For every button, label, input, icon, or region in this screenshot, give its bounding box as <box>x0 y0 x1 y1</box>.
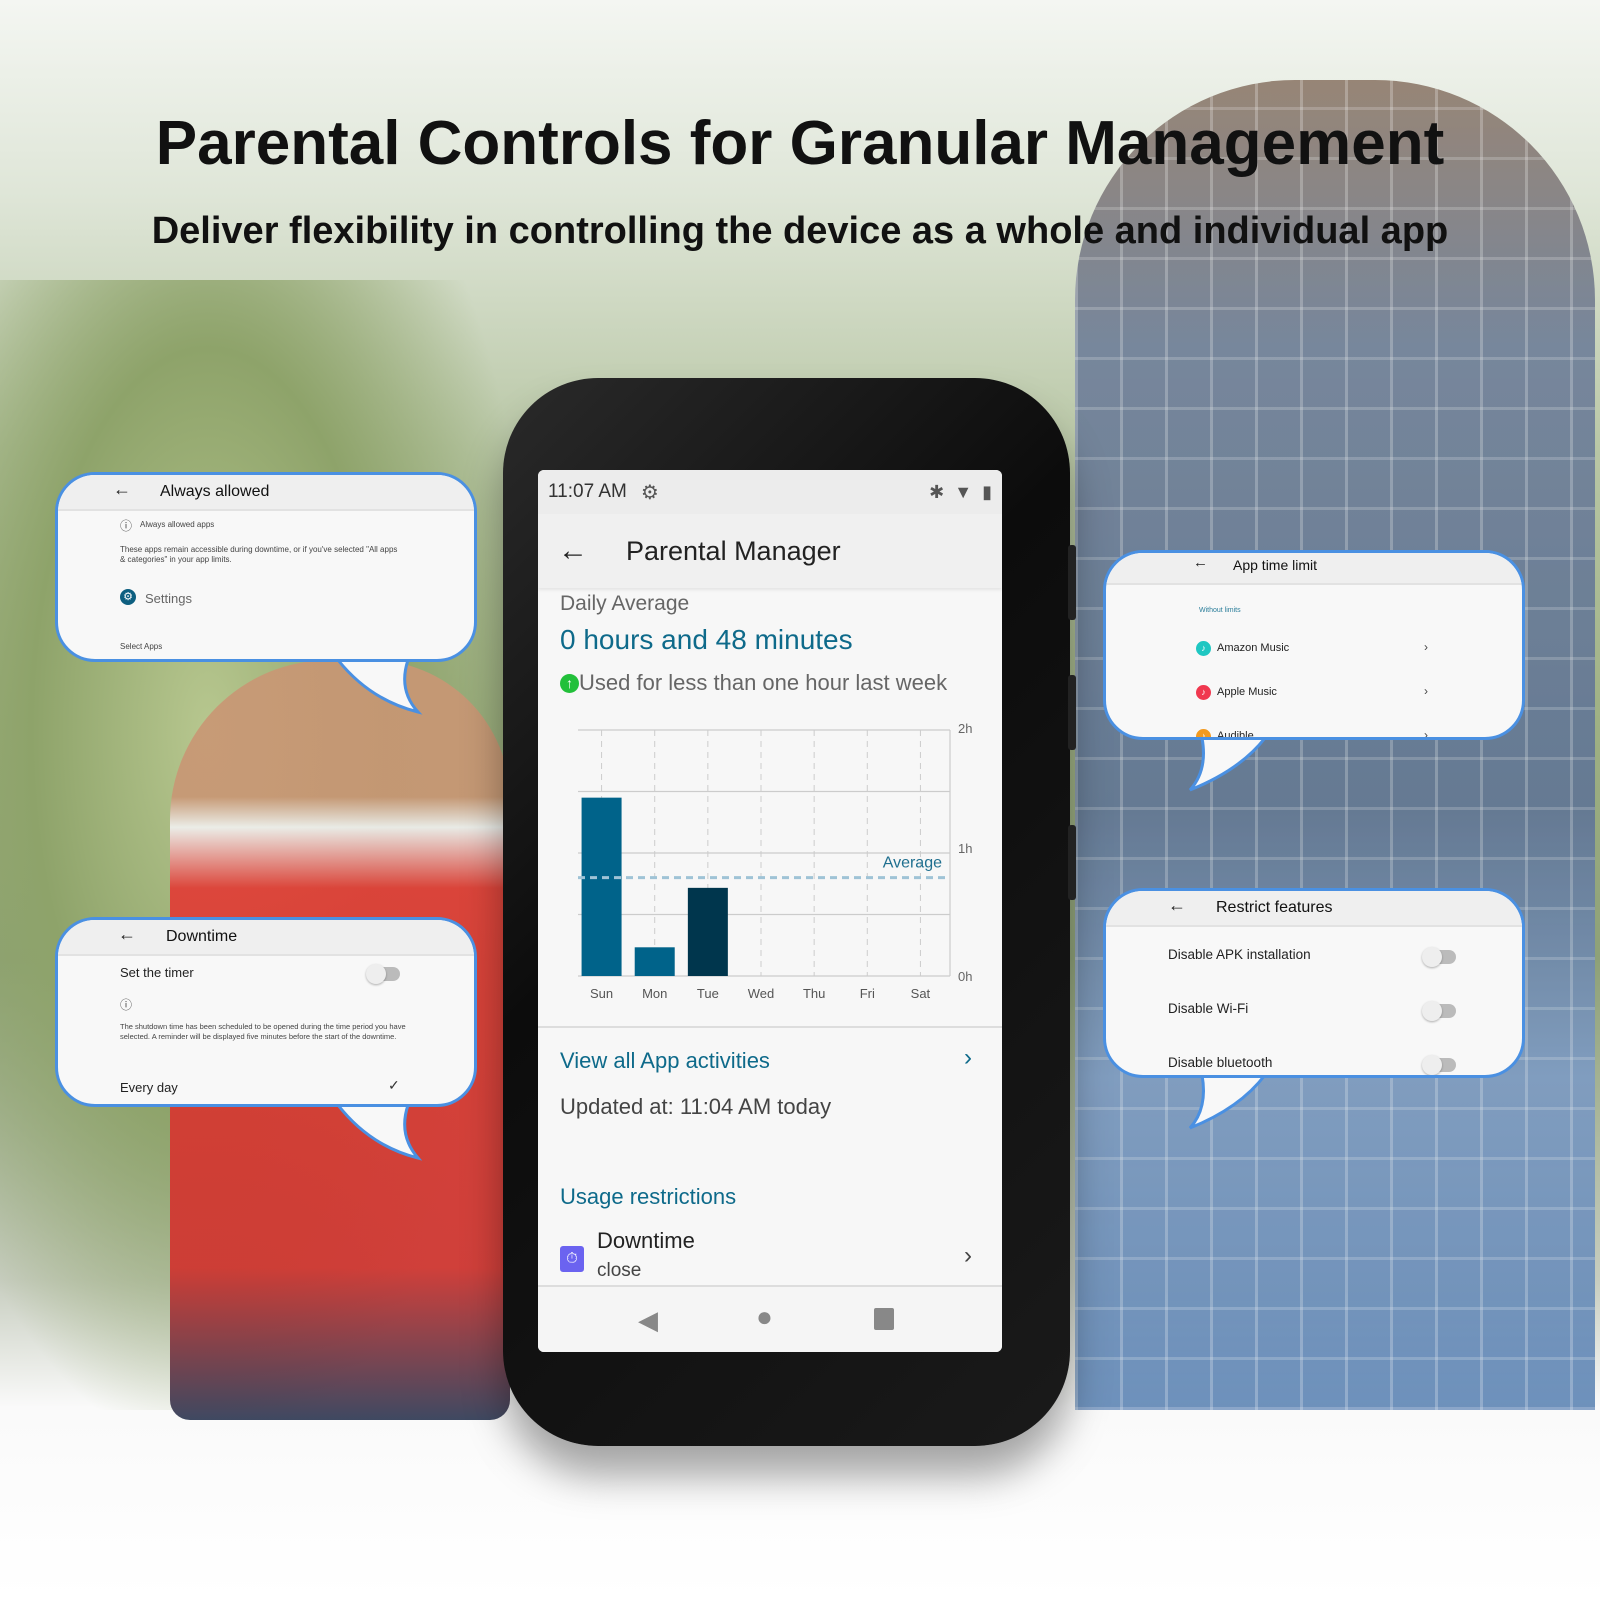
app-icon: ♪ <box>1196 685 1211 700</box>
bubble-tail <box>1188 736 1269 792</box>
feature-toggle[interactable] <box>1422 947 1456 967</box>
subheadline: Deliver flexibility in controlling the d… <box>151 210 1449 252</box>
y-tick-label: 2h <box>958 721 972 736</box>
power-button <box>1068 825 1076 900</box>
page-title: Parental Manager <box>626 535 841 566</box>
gear-icon: ⚙ <box>640 481 659 504</box>
section-label: Without limits <box>1199 607 1241 614</box>
description: The shutdown time has been scheduled to … <box>120 1022 406 1041</box>
app-icon: ♪ <box>1196 729 1211 737</box>
bubble-tail <box>334 1103 423 1161</box>
daily-average-value: 0 hours and 48 minutes <box>560 624 853 655</box>
daily-average-label: Daily Average <box>560 592 690 615</box>
checkmark-icon: ✓ <box>388 1077 400 1093</box>
bar-tue <box>687 887 728 976</box>
view-all-activities-link[interactable]: View all App activities <box>560 1048 770 1073</box>
info-icon: ⓘ <box>120 998 133 1012</box>
select-apps-label: Select Apps <box>120 642 163 651</box>
nav-bar: ◀ ● <box>538 1285 1002 1352</box>
app-icon: ♪ <box>1196 641 1211 656</box>
downtime-item-status: close <box>597 1260 642 1281</box>
back-nav-icon[interactable]: ◀ <box>638 1305 658 1335</box>
restrict-features-bubble: ← Restrict features Disable APK installat… <box>1103 888 1525 1078</box>
divider <box>538 1026 1002 1028</box>
bubble-tail <box>334 658 423 715</box>
downtime-item-title[interactable]: Downtime <box>597 1228 695 1253</box>
chevron-right-icon[interactable]: › <box>964 1242 972 1269</box>
always-allowed-bubble: ← Always allowed ⓘ Always allowed apps Th… <box>55 472 477 662</box>
set-timer-toggle[interactable] <box>366 964 400 984</box>
app-list-item[interactable]: Amazon Music <box>1217 642 1290 654</box>
updated-timestamp: Updated at: 11:04 AM today <box>560 1094 832 1119</box>
x-tick-label: Sat <box>911 986 931 1001</box>
battery-icon: ▮ <box>982 481 992 502</box>
status-time: 11:07 AM <box>548 481 627 502</box>
usage-chart: Sun Mon Tue Wed Thu Fri Sat 0h 1h 2h Average <box>578 721 972 1001</box>
app-time-limit-bubble: ← App time limit Without limits ♪ Amazon … <box>1103 550 1525 740</box>
app-list-item[interactable]: Apple Music <box>1217 686 1277 698</box>
status-bar: 11:07 AM ⚙ ✱ ▼ ▮ <box>538 470 1002 514</box>
usage-note: ↑ Used for less than one hour last week <box>560 670 947 696</box>
app-bar: ← Parental Manager <box>538 514 1002 588</box>
chevron-right-icon[interactable]: › <box>1424 640 1428 654</box>
recents-nav-icon[interactable] <box>874 1308 894 1330</box>
settings-gear-icon: ⚙ <box>120 589 136 605</box>
bubble-tail <box>1188 1073 1269 1130</box>
usage-note-text: Used for less than one hour last week <box>579 670 948 695</box>
description: These apps remain accessible during down… <box>120 545 398 564</box>
bubble-title: App time limit <box>1233 557 1318 573</box>
feature-label: Disable Wi-Fi <box>1168 1001 1249 1016</box>
x-tick-label: Mon <box>642 986 667 1001</box>
x-tick-label: Sun <box>590 986 613 1001</box>
back-arrow-icon[interactable]: ← <box>558 534 588 567</box>
info-icon: ⓘ <box>120 519 133 533</box>
wifi-icon: ▼ <box>954 481 973 502</box>
y-tick-label: 0h <box>958 969 972 984</box>
info-label: Always allowed apps <box>140 520 215 529</box>
home-nav-icon[interactable]: ● <box>756 1301 773 1332</box>
x-tick-label: Wed <box>748 986 775 1001</box>
chevron-right-icon[interactable]: › <box>1424 684 1428 698</box>
set-timer-label: Set the timer <box>120 965 194 980</box>
x-tick-label: Tue <box>697 986 719 1001</box>
settings-app-item[interactable]: Settings <box>145 591 192 606</box>
average-label: Average <box>883 855 942 872</box>
downtime-bubble: ← Downtime Set the timer ⓘ The shutdown t… <box>55 917 477 1107</box>
back-arrow-icon[interactable]: ← <box>118 924 136 944</box>
every-day-option[interactable]: Every day <box>120 1080 178 1095</box>
feature-toggle[interactable] <box>1422 1001 1456 1021</box>
feature-toggle[interactable] <box>1422 1055 1456 1075</box>
feature-label: Disable bluetooth <box>1168 1055 1273 1070</box>
back-arrow-icon[interactable]: ← <box>113 479 131 499</box>
bubble-title: Restrict features <box>1216 899 1333 916</box>
usage-restrictions-heading: Usage restrictions <box>560 1184 737 1209</box>
feature-label: Disable APK installation <box>1168 947 1311 962</box>
y-tick-label: 1h <box>958 841 972 856</box>
x-tick-label: Fri <box>860 986 875 1001</box>
timer-icon: ⏱ <box>560 1246 584 1272</box>
bubble-title: Downtime <box>166 928 238 945</box>
volume-button <box>1068 675 1076 750</box>
chevron-right-icon[interactable]: › <box>964 1044 972 1071</box>
app-list-item[interactable]: Audible <box>1217 730 1254 740</box>
phone-screen: 11:07 AM ⚙ ✱ ▼ ▮ ← Parental Manager Daily … <box>538 470 1002 1352</box>
bar-sun <box>581 797 622 976</box>
headline: Parental Controls for Granular Managemen… <box>155 109 1445 178</box>
bluetooth-icon: ✱ <box>929 481 945 502</box>
x-tick-label: Thu <box>803 986 825 1001</box>
back-arrow-icon[interactable]: ← <box>1168 895 1186 915</box>
bubble-title: Always allowed <box>160 483 270 500</box>
arrow-up-icon: ↑ <box>560 673 579 693</box>
background-parent-photo <box>1075 80 1595 1410</box>
volume-button <box>1068 545 1076 620</box>
bar-mon <box>634 947 675 976</box>
chevron-right-icon[interactable]: › <box>1424 728 1428 740</box>
back-arrow-icon[interactable]: ← <box>1193 554 1208 571</box>
